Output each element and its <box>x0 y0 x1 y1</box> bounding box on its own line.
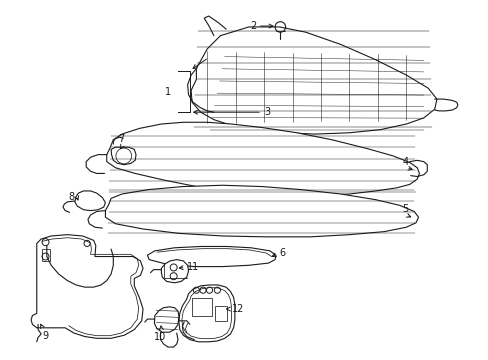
Polygon shape <box>147 247 275 267</box>
Text: 11: 11 <box>186 262 199 271</box>
Bar <box>192 298 211 316</box>
Polygon shape <box>182 288 231 339</box>
Text: 6: 6 <box>279 248 285 258</box>
Text: 4: 4 <box>402 157 407 167</box>
Polygon shape <box>191 27 436 134</box>
Polygon shape <box>75 191 105 211</box>
Polygon shape <box>31 235 143 338</box>
Polygon shape <box>111 147 136 165</box>
Text: 3: 3 <box>264 107 270 117</box>
Text: 2: 2 <box>250 21 256 31</box>
Polygon shape <box>154 307 179 332</box>
Text: 9: 9 <box>42 331 48 341</box>
Text: 5: 5 <box>402 204 407 214</box>
Bar <box>214 306 226 321</box>
Polygon shape <box>161 260 188 283</box>
Bar <box>42 249 50 261</box>
Text: 10: 10 <box>154 332 166 342</box>
Polygon shape <box>105 185 418 237</box>
Text: 12: 12 <box>232 304 244 314</box>
Polygon shape <box>179 285 234 342</box>
Text: 8: 8 <box>68 193 75 202</box>
Text: 7: 7 <box>118 134 124 144</box>
Text: 1: 1 <box>164 87 171 96</box>
Polygon shape <box>106 122 419 195</box>
